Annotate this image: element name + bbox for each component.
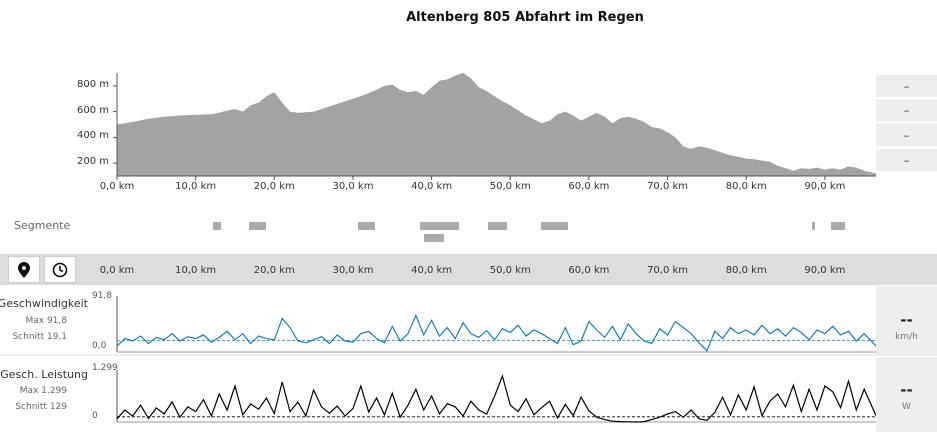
elevation-x-tick-label: 70,0 km (647, 181, 689, 192)
elevation-x-tick-label: 10,0 km (175, 181, 217, 192)
elevation-x-tick-label: 20,0 km (253, 181, 295, 192)
elevation-x-tick-label: 80,0 km (725, 181, 767, 192)
power-readout-panel (876, 357, 937, 432)
metrics-chart (0, 296, 937, 423)
speed-average: Schnitt 19,1 (12, 332, 67, 342)
speed-line (116, 313, 877, 352)
segment-bar (540, 222, 569, 230)
clock-icon (52, 262, 68, 277)
power-average: Schnitt 129 (15, 402, 67, 412)
toolbar-x-tick-label: 30,0 km (332, 265, 374, 276)
power-ymin-label: 0 (92, 411, 98, 421)
speed-ymin-label: 0,0 (92, 341, 107, 351)
segment-bar (423, 234, 445, 242)
toolbar-x-tick-label: 40,0 km (411, 265, 453, 276)
power-line (116, 374, 877, 423)
segment-bar (212, 222, 221, 230)
elevation-area (117, 73, 876, 176)
elevation-side-value: – (876, 99, 937, 121)
toolbar-x-tick-label: 10,0 km (175, 265, 217, 276)
segment-bar (419, 222, 460, 230)
location-pin-icon (18, 261, 30, 278)
speed-metric-name: Geschwindigkeit (0, 297, 88, 310)
speed-unit: km/h (895, 332, 918, 342)
segment-bar (488, 222, 508, 230)
power-max: Max 1.299 (19, 386, 67, 396)
elevation-x-tick-label: 0,0 km (99, 181, 135, 192)
speed-max: Max 91,8 (25, 316, 67, 326)
elevation-y-tick-label: 400 m (76, 130, 109, 142)
power-unit: W (902, 402, 911, 412)
elevation-y-tick-label: 800 m (76, 78, 109, 90)
toolbar-x-tick-label: 70,0 km (647, 265, 689, 276)
toolbar-x-tick-label: 50,0 km (489, 265, 531, 276)
power-ymax-label: 1.299 (92, 363, 118, 373)
segments-label: Segmente (14, 219, 71, 232)
power-metric-name: Gesch. Leistung (0, 368, 88, 381)
chart-title: Altenberg 805 Abfahrt im Regen (406, 10, 644, 25)
speed-ymax-label: 91,8 (92, 291, 113, 301)
elevation-chart (113, 73, 876, 180)
elevation-x-tick-label: 30,0 km (332, 181, 374, 192)
segment-bar (357, 222, 375, 230)
toolbar-x-tick-label: 20,0 km (253, 265, 295, 276)
elevation-x-tick-label: 40,0 km (411, 181, 453, 192)
speed-readout-panel (876, 286, 937, 354)
toolbar-x-tick-label: 0,0 km (99, 265, 135, 276)
toolbar-x-tick-label: 90,0 km (804, 265, 846, 276)
elevation-side-value: – (876, 149, 937, 171)
segment-bar (831, 222, 846, 230)
elevation-x-tick-label: 60,0 km (568, 181, 610, 192)
elevation-side-value: – (876, 124, 937, 146)
segment-bar (249, 222, 267, 230)
elevation-y-tick-label: 200 m (76, 156, 109, 168)
elevation-x-tick-label: 50,0 km (489, 181, 531, 192)
chart-toolbar (0, 254, 937, 285)
elevation-y-tick-label: 600 m (76, 104, 109, 116)
location-mode-button[interactable] (8, 256, 40, 283)
elevation-x-tick-label: 90,0 km (804, 181, 846, 192)
toolbar-x-tick-label: 80,0 km (725, 265, 767, 276)
toolbar-x-tick-label: 60,0 km (568, 265, 610, 276)
power-current-value: -- (900, 381, 913, 399)
speed-current-value: -- (900, 311, 913, 329)
segment-bar (811, 222, 815, 230)
time-mode-button[interactable] (44, 256, 76, 283)
elevation-side-value: – (876, 75, 937, 97)
